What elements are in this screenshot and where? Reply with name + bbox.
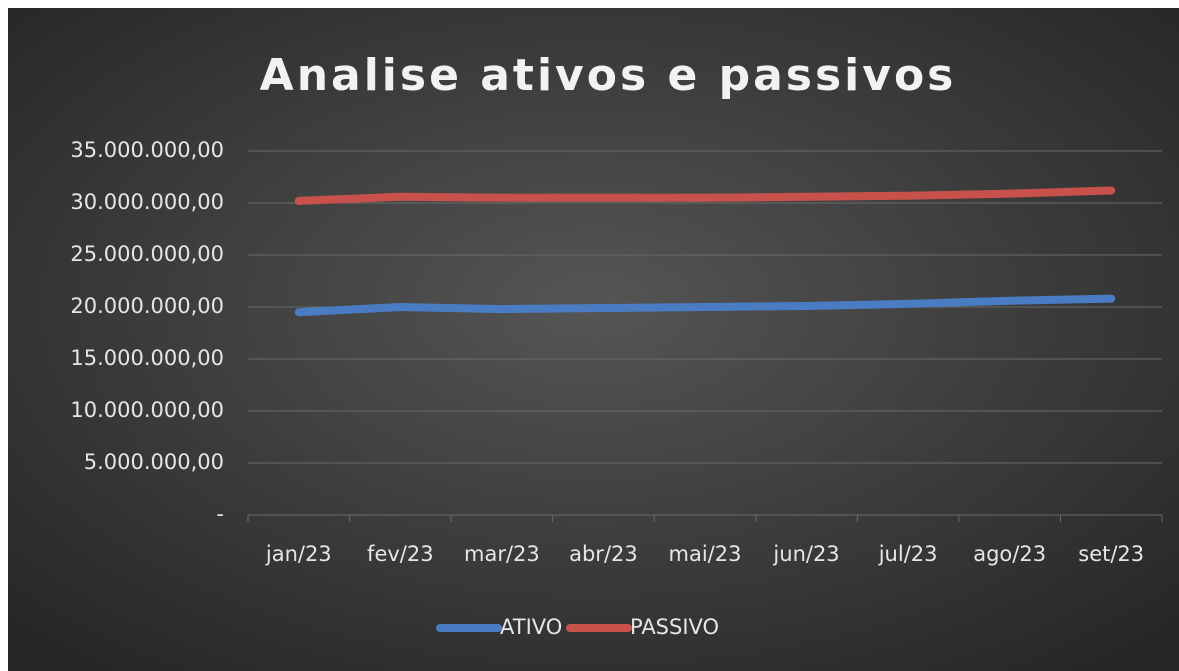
chart-title: Analise ativos e passivos	[260, 50, 957, 101]
y-tick-label: 25.000.000,00	[70, 242, 224, 266]
x-tick-label: mar/23	[464, 542, 540, 566]
y-tick-label: 15.000.000,00	[70, 346, 224, 370]
x-tick-label: abr/23	[569, 542, 638, 566]
y-tick-label: 10.000.000,00	[70, 398, 224, 422]
y-tick-label: 5.000.000,00	[84, 450, 224, 474]
x-tick-label: fev/23	[367, 542, 434, 566]
legend-label: PASSIVO	[630, 615, 719, 639]
x-tick-label: ago/23	[973, 542, 1046, 566]
series-line	[294, 294, 1116, 317]
y-tick-label: 20.000.000,00	[70, 294, 224, 318]
x-tick-label: jun/23	[772, 542, 839, 566]
y-tick-label: 35.000.000,00	[70, 138, 224, 162]
legend-label: ATIVO	[500, 615, 562, 639]
x-tick-label: jul/23	[878, 542, 938, 566]
y-tick-label: 30.000.000,00	[70, 190, 224, 214]
series-line	[294, 186, 1116, 205]
chart-background	[8, 8, 1179, 671]
y-tick-label: -	[216, 502, 224, 526]
x-tick-label: mai/23	[669, 542, 742, 566]
x-tick-label: jan/23	[265, 542, 332, 566]
x-tick-label: set/23	[1078, 542, 1144, 566]
